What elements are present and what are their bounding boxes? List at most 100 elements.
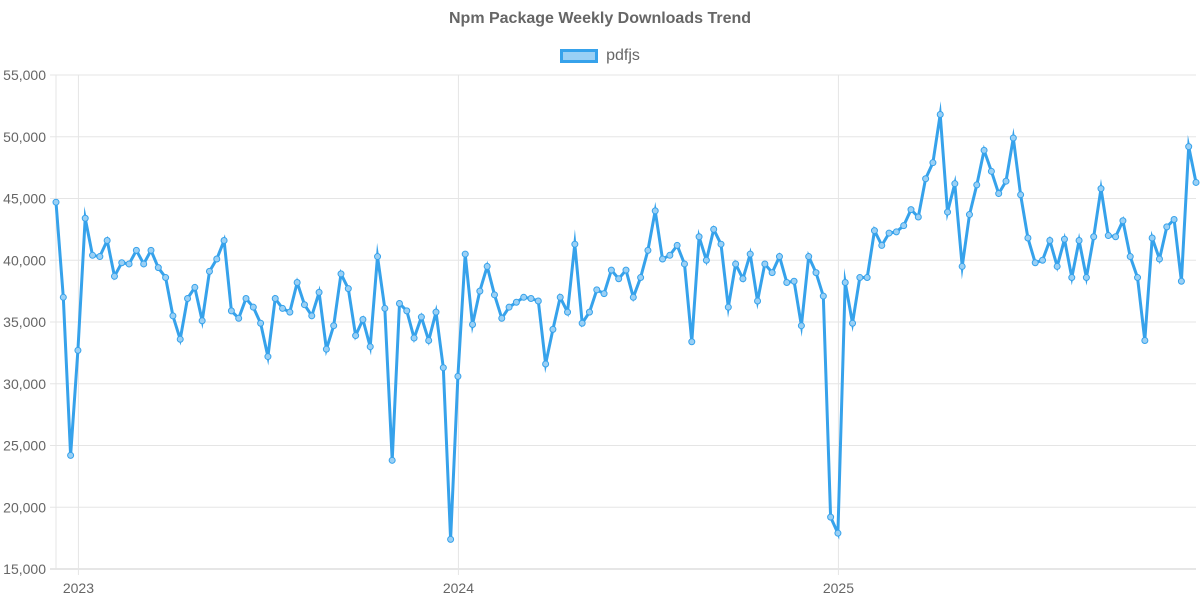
data-point[interactable] [936, 111, 944, 119]
data-point[interactable] [110, 272, 118, 280]
data-point[interactable] [271, 295, 279, 303]
data-point[interactable] [1068, 274, 1076, 282]
data-point[interactable] [914, 213, 922, 221]
data-point[interactable] [490, 291, 498, 299]
data-point[interactable] [381, 304, 389, 312]
data-point[interactable] [1119, 217, 1127, 225]
data-point[interactable] [1075, 236, 1083, 244]
data-point[interactable] [973, 181, 981, 189]
data-point[interactable] [900, 222, 908, 230]
data-point[interactable] [695, 233, 703, 241]
data-point[interactable] [220, 236, 228, 244]
data-point[interactable] [783, 278, 791, 286]
data-point[interactable] [797, 322, 805, 330]
data-point[interactable] [622, 266, 630, 274]
data-point[interactable] [659, 255, 667, 263]
data-point[interactable] [395, 299, 403, 307]
data-point[interactable] [885, 229, 893, 237]
data-point[interactable] [929, 159, 937, 167]
data-point[interactable] [205, 267, 213, 275]
data-point[interactable] [1104, 232, 1112, 240]
data-point[interactable] [242, 295, 250, 303]
data-point[interactable] [512, 298, 520, 306]
data-point[interactable] [264, 353, 272, 361]
data-point[interactable] [469, 320, 477, 328]
data-point[interactable] [856, 274, 864, 282]
data-point[interactable] [1002, 177, 1010, 185]
data-point[interactable] [717, 240, 725, 248]
data-point[interactable] [878, 241, 886, 249]
data-point[interactable] [651, 207, 659, 215]
data-point[interactable] [870, 227, 878, 235]
data-point[interactable] [724, 303, 732, 311]
data-point[interactable] [629, 293, 637, 301]
data-point[interactable] [140, 260, 148, 268]
data-point[interactable] [746, 250, 754, 258]
data-point[interactable] [169, 312, 177, 320]
data-point[interactable] [184, 295, 192, 303]
data-point[interactable] [1192, 178, 1200, 186]
data-point[interactable] [1155, 255, 1163, 263]
data-point[interactable] [96, 253, 104, 261]
data-point[interactable] [1046, 236, 1054, 244]
data-point[interactable] [322, 345, 330, 353]
data-point[interactable] [125, 260, 133, 268]
data-point[interactable] [454, 372, 462, 380]
data-point[interactable] [922, 175, 930, 183]
data-point[interactable] [768, 269, 776, 277]
data-point[interactable] [498, 314, 506, 322]
data-point[interactable] [81, 214, 89, 222]
legend[interactable]: pdfjs [0, 47, 1200, 65]
data-point[interactable] [293, 278, 301, 286]
data-point[interactable] [403, 307, 411, 315]
data-point[interactable] [1148, 234, 1156, 242]
data-point[interactable] [162, 274, 170, 282]
data-point[interactable] [615, 275, 623, 283]
data-point[interactable] [227, 307, 235, 315]
data-point[interactable] [235, 314, 243, 322]
data-point[interactable] [958, 262, 966, 270]
data-point[interactable] [834, 529, 842, 537]
data-point[interactable] [754, 297, 762, 305]
data-point[interactable] [132, 246, 140, 254]
data-point[interactable] [1053, 262, 1061, 270]
data-point[interactable] [425, 337, 433, 345]
data-point[interactable] [827, 513, 835, 521]
legend-label-pdfjs[interactable]: pdfjs [606, 47, 640, 64]
data-point[interactable] [593, 286, 601, 294]
data-point[interactable] [366, 343, 374, 351]
data-point[interactable] [710, 225, 718, 233]
data-point[interactable] [1024, 234, 1032, 242]
data-point[interactable] [607, 266, 615, 274]
data-point[interactable] [1060, 235, 1068, 243]
data-point[interactable] [863, 274, 871, 282]
data-point[interactable] [505, 303, 513, 311]
data-point[interactable] [571, 240, 579, 248]
data-point[interactable] [337, 270, 345, 278]
data-point[interactable] [52, 198, 60, 206]
data-point[interactable] [1031, 259, 1039, 267]
data-point[interactable] [812, 269, 820, 277]
data-point[interactable] [987, 167, 995, 175]
data-point[interactable] [1126, 253, 1134, 261]
data-point[interactable] [330, 322, 338, 330]
data-point[interactable] [761, 260, 769, 268]
data-point[interactable] [388, 456, 396, 464]
data-point[interactable] [359, 316, 367, 324]
data-point[interactable] [410, 334, 418, 342]
data-point[interactable] [1112, 233, 1120, 241]
data-point[interactable] [702, 256, 710, 264]
data-point[interactable] [286, 308, 294, 316]
data-point[interactable] [257, 319, 265, 327]
data-point[interactable] [892, 228, 900, 236]
data-point[interactable] [549, 325, 557, 333]
data-point[interactable] [527, 295, 535, 303]
data-point[interactable] [198, 317, 206, 325]
data-point[interactable] [89, 251, 97, 259]
data-point[interactable] [1097, 185, 1105, 193]
data-point[interactable] [980, 146, 988, 154]
data-point[interactable] [103, 236, 111, 244]
data-point[interactable] [176, 335, 184, 343]
data-point[interactable] [944, 208, 952, 216]
data-point[interactable] [315, 288, 323, 296]
